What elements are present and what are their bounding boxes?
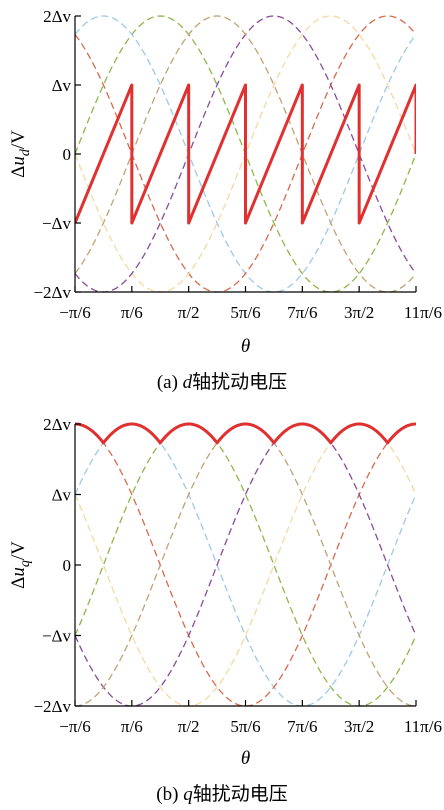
- phase-curve: [75, 423, 416, 707]
- y-tick-label: Δv: [52, 486, 72, 505]
- y-tick-label: −Δv: [42, 214, 72, 233]
- x-tick-label: π/2: [178, 717, 200, 736]
- x-tick-label: 5π/6: [230, 717, 260, 736]
- x-axis-title: θ: [241, 748, 250, 769]
- highlight-series-line: [75, 83, 416, 225]
- y-tick-label: 2Δv: [43, 7, 71, 26]
- phase-curves: [75, 423, 416, 707]
- x-tick-label: 5π/6: [230, 303, 260, 322]
- y-tick-label: −Δv: [42, 627, 72, 646]
- x-tick-label: π/6: [121, 303, 143, 322]
- y-tick-label: Δv: [52, 76, 72, 95]
- phase-curve: [75, 423, 416, 707]
- phase-curve: [75, 423, 416, 707]
- x-axis-title: θ: [241, 336, 250, 357]
- chart-panel-q-axis: −2Δv −Δv 0 Δv 2Δv −π/6 π/6 π/2 5π/6 7π/6 3π/2 11π/6…: [8, 415, 442, 805]
- chart-caption: (a) d轴扰动电压: [157, 371, 287, 393]
- y-tick-label: −2Δv: [33, 697, 71, 716]
- y-axis-title: Δud/V: [8, 130, 33, 178]
- x-tick-label: −π/6: [59, 717, 90, 736]
- x-tick-label: 3π/2: [344, 717, 374, 736]
- phase-curve: [75, 423, 416, 707]
- x-tick-label: −π/6: [59, 303, 90, 322]
- chart-caption: (b) q轴扰动电压: [156, 783, 287, 805]
- x-tick-label: 11π/6: [404, 303, 442, 322]
- y-axis-title: Δuq/V: [8, 541, 33, 589]
- x-tick-label: π/6: [121, 717, 143, 736]
- y-tick-label: 0: [63, 145, 72, 164]
- chart-panel-d-axis: −2Δv −Δv 0 Δv 2Δv −π/6 π/6 π/2 5π/6 7π/6 3π/2 11π/6…: [8, 7, 442, 393]
- x-tick-label: 11π/6: [404, 717, 442, 736]
- y-tick-label: 0: [63, 556, 72, 575]
- phase-curve: [75, 423, 416, 707]
- y-tick-label: 2Δv: [43, 415, 71, 434]
- phase-curve: [75, 423, 416, 707]
- x-tick-label: 7π/6: [287, 303, 317, 322]
- highlight-series-line: [75, 422, 416, 445]
- x-tick-label: π/2: [178, 303, 200, 322]
- x-tick-label: 3π/2: [344, 303, 374, 322]
- y-tick-label: −2Δv: [33, 283, 71, 302]
- x-tick-label: 7π/6: [287, 717, 317, 736]
